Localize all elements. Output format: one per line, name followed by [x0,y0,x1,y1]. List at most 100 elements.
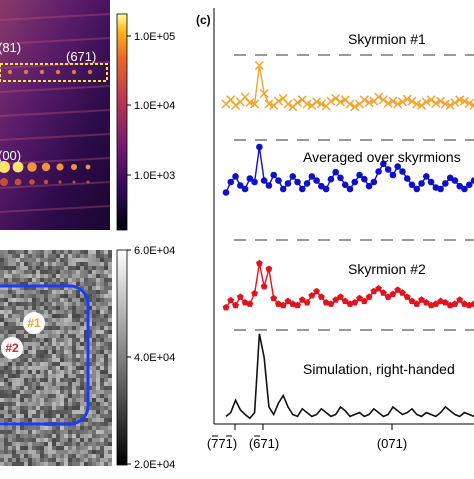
image-pixel [60,342,64,346]
image-pixel [64,394,68,398]
image-pixel [32,382,36,386]
series-group [221,60,474,420]
image-pixel [64,270,68,274]
image-pixel [44,402,48,406]
image-pixel [44,282,48,286]
image-pixel [84,350,88,354]
image-pixel [64,274,68,278]
image-pixel [92,414,96,418]
image-pixel [104,386,108,390]
image-pixel [4,254,8,258]
image-pixel [100,462,104,466]
image-pixel [20,278,24,282]
image-pixel [104,410,108,414]
image-pixel [36,306,40,310]
image-pixel [24,374,28,378]
image-pixel [16,454,20,458]
series-point [350,102,360,112]
image-pixel [40,446,44,450]
image-pixel [48,398,52,402]
image-pixel [0,298,4,302]
image-pixel [60,326,64,330]
image-pixel [28,450,32,454]
image-pixel [48,270,52,274]
image-pixel [76,398,80,402]
image-pixel [32,386,36,390]
image-pixel [12,294,16,298]
image-pixel [68,314,72,318]
marker-2-circle [1,337,23,359]
image-pixel [56,270,60,274]
image-pixel [84,398,88,402]
image-pixel [64,426,68,430]
image-pixel [28,310,32,314]
image-pixel [4,270,8,274]
image-pixel [72,350,76,354]
image-pixel [16,418,20,422]
image-pixel [40,458,44,462]
image-pixel [32,294,36,298]
image-pixel [92,334,96,338]
image-pixel [92,394,96,398]
image-pixel [4,398,8,402]
image-pixel [12,298,16,302]
image-pixel [24,458,28,462]
image-pixel [28,386,32,390]
image-pixel [20,310,24,314]
image-pixel [44,418,48,422]
image-pixel [84,282,88,286]
image-pixel [88,314,92,318]
image-pixel [12,306,16,310]
image-pixel [80,266,84,270]
image-pixel [100,278,104,282]
image-pixel [76,270,80,274]
image-pixel [44,310,48,314]
image-pixel [20,274,24,278]
image-pixel [52,330,56,334]
image-pixel [20,458,24,462]
image-pixel [100,410,104,414]
image-pixel [48,390,52,394]
image-pixel [56,258,60,262]
image-pixel [40,310,44,314]
image-pixel [32,406,36,410]
series-line-0 [225,65,474,108]
image-pixel [84,446,88,450]
image-pixel [40,378,44,382]
series-point [389,171,397,179]
image-pixel [52,286,56,290]
image-pixel [88,262,92,266]
image-pixel [40,286,44,290]
series-point [279,301,287,309]
image-pixel [108,262,112,266]
image-pixel [64,318,68,322]
image-pixel [40,410,44,414]
image-pixel [48,434,52,438]
series-point [254,60,264,71]
image-pixel [0,322,4,326]
image-pixel [52,270,56,274]
image-pixel [108,378,112,382]
image-pixel [48,366,52,370]
image-pixel [80,438,84,442]
image-pixel [16,442,20,446]
image-pixel [36,258,40,262]
image-pixel [32,398,36,402]
image-pixel [28,346,32,350]
image-pixel [72,326,76,330]
x-tick-label-2: (071) [377,436,407,451]
image-pixel [84,458,88,462]
image-pixel [76,346,80,350]
image-pixel [32,346,36,350]
image-pixel [28,306,32,310]
image-pixel [36,266,40,270]
image-pixel [84,362,88,366]
image-pixel [96,362,100,366]
image-pixel [64,418,68,422]
image-pixel [76,450,80,454]
image-pixel [12,282,16,286]
image-pixel [72,430,76,434]
image-pixel [32,302,36,306]
image-pixel [92,318,96,322]
image-pixel [108,450,112,454]
